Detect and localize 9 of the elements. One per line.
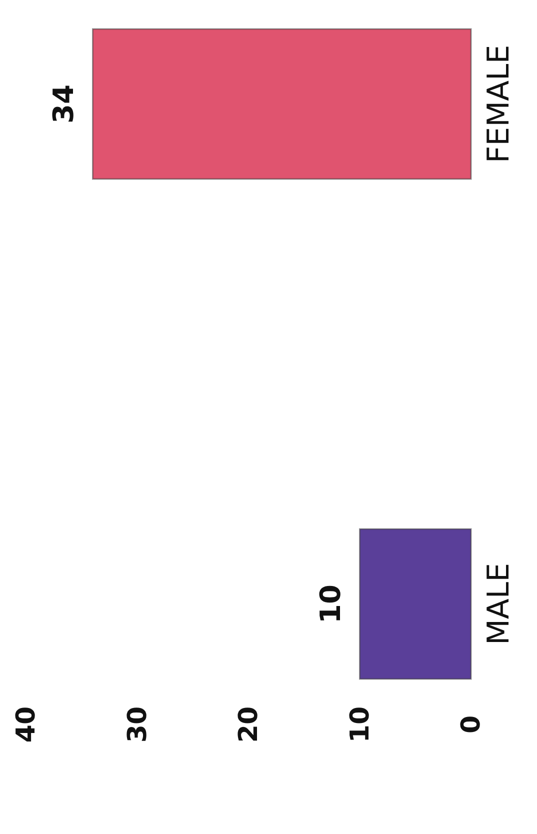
x-tick-label: 10 xyxy=(345,706,376,743)
data-label: 34 xyxy=(46,84,80,124)
y-tick-label: FEMALE xyxy=(482,44,516,164)
x-tick-label: 0 xyxy=(456,715,486,734)
x-tick-label: 40 xyxy=(12,706,42,743)
x-tick-label: 30 xyxy=(122,706,153,743)
x-tick-label: 20 xyxy=(234,706,264,743)
y-tick-label: MALE xyxy=(482,562,516,646)
data-label: 10 xyxy=(314,584,347,624)
